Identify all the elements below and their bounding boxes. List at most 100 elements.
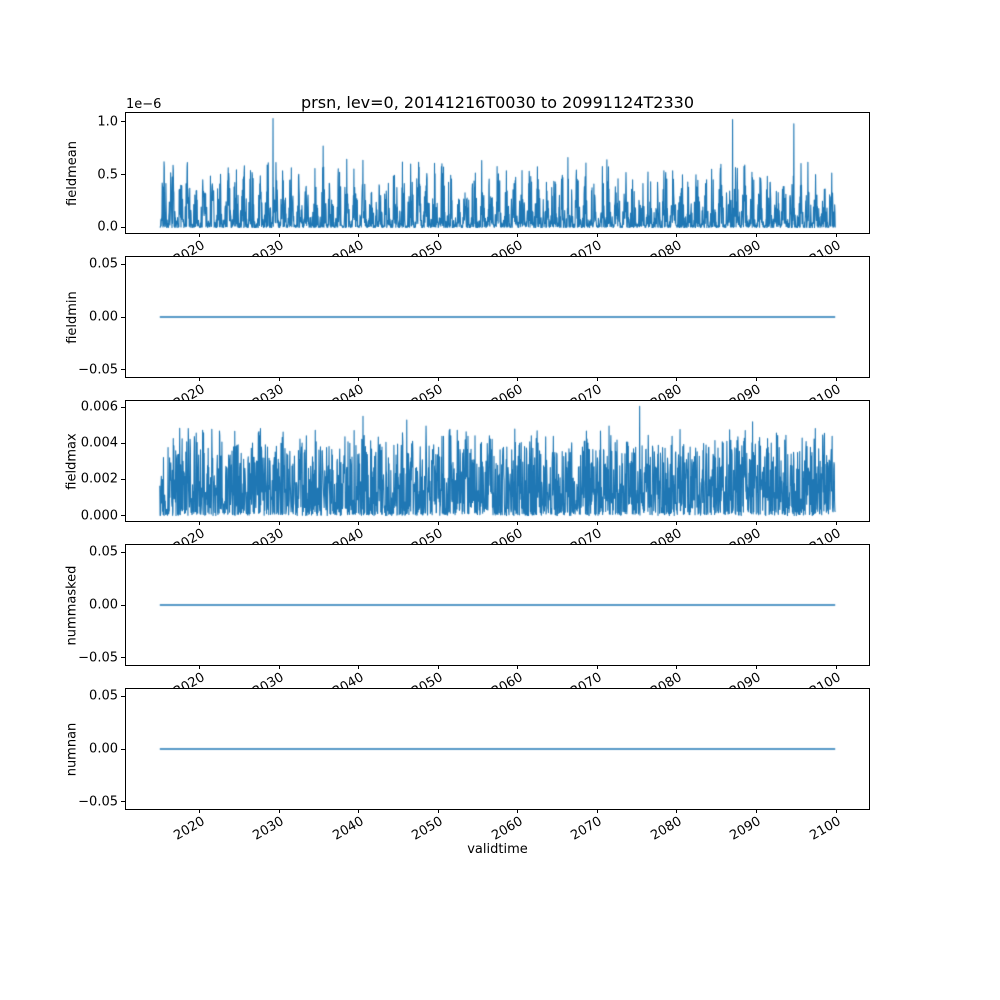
x-tick-mark xyxy=(755,233,757,237)
x-tick-mark xyxy=(517,521,519,525)
x-tick-label: 2080 xyxy=(648,814,685,844)
y-tick-label: 0.5 xyxy=(97,167,118,183)
x-tick-mark xyxy=(755,377,757,381)
x-tick-mark xyxy=(437,665,439,669)
x-axis-label: validtime xyxy=(467,842,528,857)
y-tick-mark xyxy=(121,406,125,408)
panel-fieldmax: fieldmax 0.006 0.004 0.002 0.000 2020 2030 2040… xyxy=(65,400,870,556)
x-tick-mark xyxy=(676,665,678,669)
y-tick-label: 0.002 xyxy=(80,471,118,487)
y-tick-label: 1.0 xyxy=(97,114,118,130)
x-tick-mark xyxy=(358,809,360,813)
x-tick-label: 2050 xyxy=(409,814,446,844)
y-tick-mark xyxy=(121,369,125,371)
x-tick-label: 2100 xyxy=(807,814,844,844)
x-tick-mark xyxy=(676,377,678,381)
y-axis-label: nummasked xyxy=(64,565,80,645)
y-tick-mark xyxy=(121,174,125,176)
y-tick-mark xyxy=(121,551,125,553)
y-tick-mark xyxy=(121,442,125,444)
x-tick-mark xyxy=(596,809,598,813)
y-tick-label: −0.05 xyxy=(78,362,118,378)
x-tick-mark xyxy=(358,665,360,669)
y-tick-mark xyxy=(121,226,125,228)
y-axis-label: fieldmin xyxy=(64,290,80,344)
y-axis-label-box: fieldmean xyxy=(64,113,80,233)
x-tick-mark xyxy=(676,809,678,813)
series-canvas-fieldmean xyxy=(126,113,869,233)
x-tick-mark xyxy=(835,377,837,381)
x-tick-mark xyxy=(278,809,280,813)
x-tick-mark xyxy=(755,665,757,669)
y-tick-label: 0.00 xyxy=(89,597,118,613)
x-tick-mark xyxy=(596,233,598,237)
x-tick-mark xyxy=(278,377,280,381)
series-canvas-fieldmax xyxy=(126,401,869,521)
y-tick-mark xyxy=(121,801,125,803)
x-tick-mark xyxy=(835,809,837,813)
y-axis-label: numnan xyxy=(64,722,80,776)
y-tick-label: −0.05 xyxy=(78,794,118,810)
x-tick-mark xyxy=(517,665,519,669)
x-tick-mark xyxy=(835,665,837,669)
x-tick-mark xyxy=(358,377,360,381)
series-canvas-numnan xyxy=(126,689,869,809)
y-tick-label: 0.004 xyxy=(80,435,118,451)
x-tick-label: 2030 xyxy=(250,814,287,844)
x-tick-mark xyxy=(835,233,837,237)
x-tick-mark xyxy=(437,377,439,381)
panel-fieldmean: fieldmean 1e−6 0.0 0.5 1.0 2020 2030 2040 2050 20… xyxy=(65,97,870,268)
y-tick-label: −0.05 xyxy=(78,650,118,666)
x-tick-mark xyxy=(278,665,280,669)
x-tick-mark xyxy=(437,521,439,525)
x-tick-label: 2020 xyxy=(171,814,208,844)
y-tick-mark xyxy=(121,478,125,480)
x-tick-label: 2070 xyxy=(568,814,605,844)
series-canvas-nummasked xyxy=(126,545,869,665)
x-tick-mark xyxy=(199,233,201,237)
y-tick-mark xyxy=(121,695,125,697)
x-tick-mark xyxy=(278,233,280,237)
y-tick-label: 0.0 xyxy=(97,219,118,235)
panel-nummasked: nummasked 0.05 0.00 −0.05 2020 2030 2040 2050 20… xyxy=(65,544,870,700)
y-axis-offset-text: 1e−6 xyxy=(126,97,162,112)
x-tick-mark xyxy=(517,809,519,813)
x-tick-mark xyxy=(199,665,201,669)
x-tick-mark xyxy=(517,377,519,381)
x-tick-mark xyxy=(755,521,757,525)
y-axis-label-box: numnan xyxy=(64,689,80,809)
y-axis-label-box: fieldmax xyxy=(64,401,80,521)
y-tick-label: 0.05 xyxy=(89,256,118,272)
x-tick-mark xyxy=(596,377,598,381)
y-tick-mark xyxy=(121,604,125,606)
x-tick-mark xyxy=(755,809,757,813)
chart-title: prsn, lev=0, 20141216T0030 to 20991124T2… xyxy=(301,93,694,112)
y-tick-mark xyxy=(121,515,125,517)
y-tick-label: 0.05 xyxy=(89,544,118,560)
y-tick-label: 0.05 xyxy=(89,688,118,704)
x-tick-label: 2090 xyxy=(727,814,764,844)
x-tick-mark xyxy=(437,809,439,813)
panel-numnan: numnan 0.05 0.00 −0.05 2020 2030 2040 2050 2060 2… xyxy=(65,688,870,844)
x-tick-mark xyxy=(596,665,598,669)
x-tick-label: 2060 xyxy=(489,814,526,844)
x-tick-mark xyxy=(199,377,201,381)
x-tick-mark xyxy=(358,521,360,525)
y-tick-mark xyxy=(121,316,125,318)
x-tick-mark xyxy=(835,521,837,525)
x-tick-mark xyxy=(676,233,678,237)
x-tick-mark xyxy=(596,521,598,525)
y-tick-mark xyxy=(121,657,125,659)
series-canvas-fieldmin xyxy=(126,257,869,377)
x-tick-mark xyxy=(278,521,280,525)
x-tick-mark xyxy=(199,809,201,813)
y-axis-label: fieldmax xyxy=(64,432,80,490)
y-axis-label: fieldmean xyxy=(64,140,80,206)
y-tick-mark xyxy=(121,121,125,123)
y-axis-label-box: nummasked xyxy=(64,545,80,665)
x-tick-mark xyxy=(437,233,439,237)
x-tick-mark xyxy=(358,233,360,237)
y-tick-mark xyxy=(121,748,125,750)
x-tick-label: 2040 xyxy=(330,814,367,844)
y-tick-mark xyxy=(121,263,125,265)
